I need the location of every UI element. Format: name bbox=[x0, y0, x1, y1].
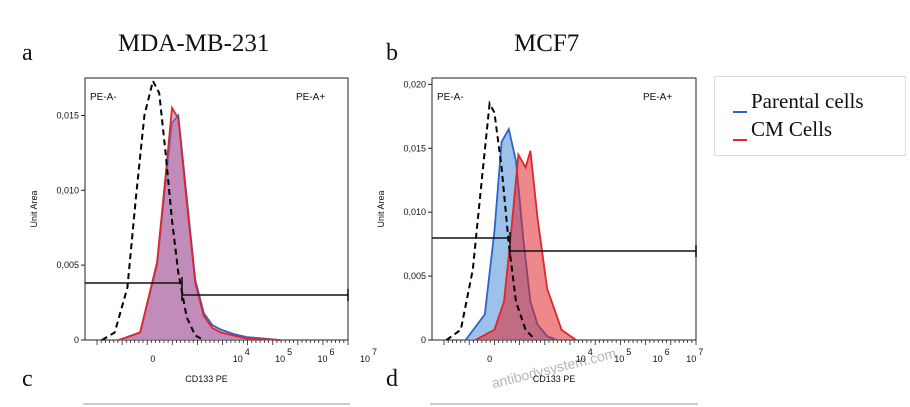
x-tick-label-0-0: 0 bbox=[150, 354, 155, 364]
x-axis-label-1: CD133 PE bbox=[533, 374, 576, 384]
gate-label-1-0: PE-A- bbox=[437, 92, 464, 103]
panel-letter-a: a bbox=[22, 40, 33, 66]
x-tick-exp-1-4: 7 bbox=[698, 347, 703, 357]
x-tick-exp-1-2: 5 bbox=[626, 347, 631, 357]
y-tick-label-1-3: 0,015 bbox=[403, 143, 426, 153]
series-area-1-1 bbox=[475, 150, 576, 340]
x-tick-label-1-4: 10 bbox=[686, 354, 696, 364]
y-tick-label-1-0: 0 bbox=[421, 335, 426, 345]
gate-label-0-0: PE-A- bbox=[90, 92, 117, 103]
panel-letter-d: d bbox=[386, 366, 398, 392]
x-tick-label-1-1: 10 bbox=[576, 354, 586, 364]
y-tick-label-1-4: 0,020 bbox=[403, 79, 426, 89]
x-tick-exp-1-1: 4 bbox=[588, 347, 593, 357]
x-tick-exp-0-2: 5 bbox=[287, 347, 292, 357]
y-axis-label-1: Unit Area bbox=[376, 190, 386, 227]
x-tick-label-0-3: 10 bbox=[318, 354, 328, 364]
y-axis-label-0: Unit Area bbox=[29, 190, 39, 227]
legend-swatch-parental bbox=[733, 111, 747, 113]
x-tick-label-0-4: 10 bbox=[360, 354, 370, 364]
series-dashed-0 bbox=[101, 78, 205, 341]
legend-label-parental: Parental cells bbox=[751, 89, 864, 113]
y-tick-label-0-2: 0,010 bbox=[56, 185, 79, 195]
legend: Parental cells CM Cells bbox=[714, 76, 906, 156]
x-tick-label-0-1: 10 bbox=[233, 354, 243, 364]
x-tick-exp-1-3: 6 bbox=[665, 347, 670, 357]
x-tick-label-0-2: 10 bbox=[275, 354, 285, 364]
legend-swatch-cm bbox=[733, 139, 747, 141]
x-tick-label-1-2: 10 bbox=[614, 354, 624, 364]
x-tick-label-1-0: 0 bbox=[487, 354, 492, 364]
x-tick-exp-0-4: 7 bbox=[372, 347, 377, 357]
panel-title-mcf7: MCF7 bbox=[514, 30, 580, 57]
x-tick-exp-0-3: 6 bbox=[330, 347, 335, 357]
x-tick-exp-0-1: 4 bbox=[245, 347, 250, 357]
series-area-0-1 bbox=[118, 107, 281, 341]
y-tick-label-0-0: 0 bbox=[74, 335, 79, 345]
y-tick-label-0-1: 0,005 bbox=[56, 260, 79, 270]
panel-letter-b: b bbox=[386, 40, 398, 66]
gate-label-1-1: PE-A+ bbox=[643, 92, 672, 103]
panel-title-mda: MDA-MB-231 bbox=[118, 30, 270, 57]
y-tick-label-1-1: 0,005 bbox=[403, 271, 426, 281]
y-tick-label-0-3: 0,015 bbox=[56, 110, 79, 120]
legend-label-cm: CM Cells bbox=[751, 117, 833, 141]
series-line-1-1 bbox=[474, 150, 577, 341]
series-dashed-1 bbox=[445, 100, 536, 341]
y-tick-label-1-2: 0,010 bbox=[403, 207, 426, 217]
gate-label-0-1: PE-A+ bbox=[296, 92, 325, 103]
plot-frame-0 bbox=[84, 77, 349, 341]
plot-frame-1 bbox=[431, 77, 697, 341]
x-tick-label-1-3: 10 bbox=[653, 354, 663, 364]
series-line-0-1 bbox=[118, 105, 281, 341]
panel-letter-c: c bbox=[22, 366, 33, 392]
x-axis-label-0: CD133 PE bbox=[185, 374, 228, 384]
